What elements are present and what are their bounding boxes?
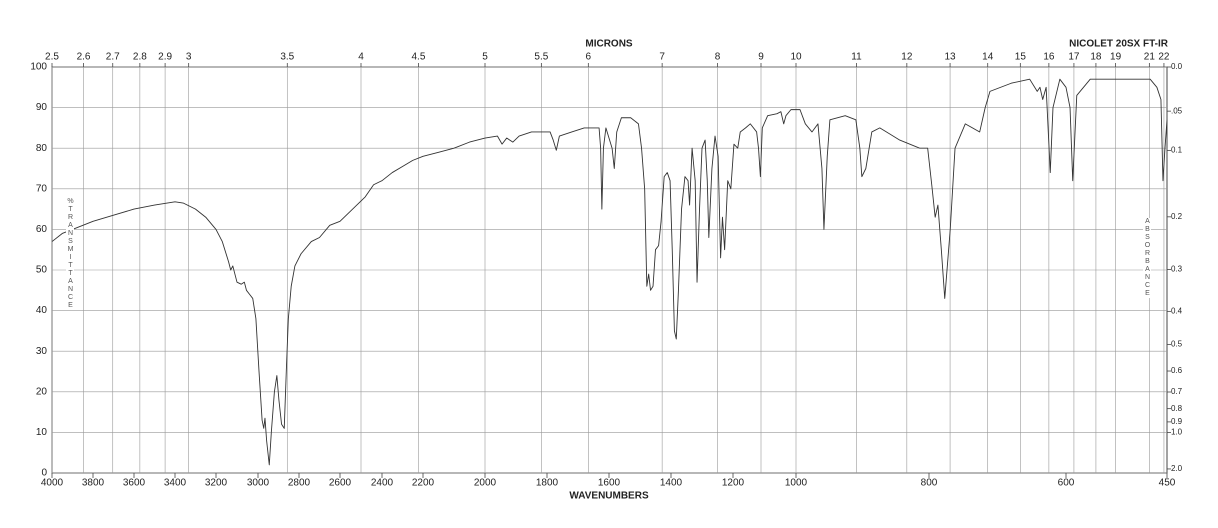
- top-tick-label: 9: [758, 52, 764, 63]
- x-tick-label: 1000: [785, 478, 808, 489]
- y2-tick-label: 0.1: [1171, 146, 1183, 155]
- x-tick-label: 2400: [371, 478, 394, 489]
- y-tick-label: 60: [36, 224, 48, 235]
- top-tick-label: 18: [1090, 52, 1102, 63]
- y2-tick-label: 0.8: [1171, 404, 1183, 413]
- y-tick-label: 30: [36, 346, 48, 357]
- top-tick-label: 14: [982, 52, 994, 63]
- y2-tick-label: 0.5: [1171, 340, 1183, 349]
- top-tick-label: 4.5: [411, 52, 425, 63]
- top-tick-label: 8: [715, 52, 721, 63]
- top-tick-label: 22: [1158, 52, 1170, 63]
- top-tick-label: 7: [659, 52, 665, 63]
- top-tick-label: 5.5: [534, 52, 548, 63]
- y2-tick-label: 1.0: [1171, 428, 1183, 437]
- x-tick-label: 3600: [123, 478, 146, 489]
- x-tick-label: 4000: [41, 478, 64, 489]
- top-tick-label: 2.9: [158, 52, 172, 63]
- top-tick-label: 2.7: [106, 52, 120, 63]
- x-tick-label: 3800: [82, 478, 105, 489]
- y-tick-label: 0: [41, 468, 47, 479]
- chart-title: NICOLET 20SX FT-IR: [1069, 39, 1169, 50]
- top-tick-label: 13: [945, 52, 957, 63]
- x-axis-label: WAVENUMBERS: [569, 491, 649, 502]
- x-tick-label: 450: [1159, 478, 1176, 489]
- top-tick-label: 6: [586, 52, 592, 63]
- y2-axis-label: ABSORBANCE: [1143, 218, 1151, 298]
- x-tick-label: 2200: [412, 478, 435, 489]
- top-tick-label: 5: [482, 52, 488, 63]
- y2-tick-label: 0.4: [1171, 306, 1183, 315]
- top-tick-label: 19: [1110, 52, 1122, 63]
- x-tick-label: 600: [1058, 478, 1075, 489]
- y-tick-label: 40: [36, 305, 48, 316]
- top-tick-label: 2.8: [133, 52, 147, 63]
- top-tick-label: 12: [901, 52, 913, 63]
- top-tick-label: 3.5: [280, 52, 294, 63]
- y2-tick-label: 0.7: [1171, 387, 1183, 396]
- x-tick-label: 1400: [660, 478, 683, 489]
- y-tick-label: 20: [36, 386, 48, 397]
- top-tick-label: 11: [851, 52, 862, 63]
- y-tick-label: 100: [30, 62, 47, 73]
- x-tick-label: 800: [921, 478, 938, 489]
- top-tick-label: 21: [1144, 52, 1156, 63]
- x-tick-label: 2600: [329, 478, 352, 489]
- top-tick-label: 2.5: [45, 52, 59, 63]
- top-tick-label: 15: [1015, 52, 1027, 63]
- y-tick-label: 50: [36, 265, 48, 276]
- y-tick-label: 90: [36, 102, 48, 113]
- x-tick-label: 2800: [288, 478, 311, 489]
- x-tick-label: 1800: [536, 478, 559, 489]
- top-tick-label: 10: [790, 52, 802, 63]
- top-tick-label: 17: [1068, 52, 1080, 63]
- y2-tick-label: 0.2: [1171, 212, 1183, 221]
- y2-tick-label: 2.0: [1171, 464, 1183, 473]
- y-tick-label: 70: [36, 183, 48, 194]
- x-tick-label: 2000: [474, 478, 497, 489]
- y2-tick-label: 0.6: [1171, 366, 1183, 375]
- y2-tick-label: 0.0: [1171, 62, 1183, 71]
- top-tick-label: 16: [1043, 52, 1055, 63]
- top-tick-label: 2.6: [77, 52, 91, 63]
- y-tick-label: 80: [36, 143, 48, 154]
- x-tick-label: 3400: [164, 478, 187, 489]
- top-axis-label: MICRONS: [585, 39, 633, 50]
- y-axis-label: %TRANSMITTANCE: [66, 198, 74, 310]
- x-tick-label: 1600: [598, 478, 621, 489]
- x-tick-label: 1200: [722, 478, 745, 489]
- y2-tick-label: .05: [1171, 106, 1183, 115]
- y2-tick-label: 0.3: [1171, 265, 1183, 274]
- spectrum-line: [51, 78, 1168, 466]
- y-tick-label: 10: [36, 427, 48, 438]
- top-tick-label: 3: [186, 52, 192, 63]
- x-tick-label: 3200: [205, 478, 228, 489]
- y2-tick-label: 0.9: [1171, 417, 1183, 426]
- top-tick-label: 4: [358, 52, 364, 63]
- x-tick-label: 3000: [247, 478, 270, 489]
